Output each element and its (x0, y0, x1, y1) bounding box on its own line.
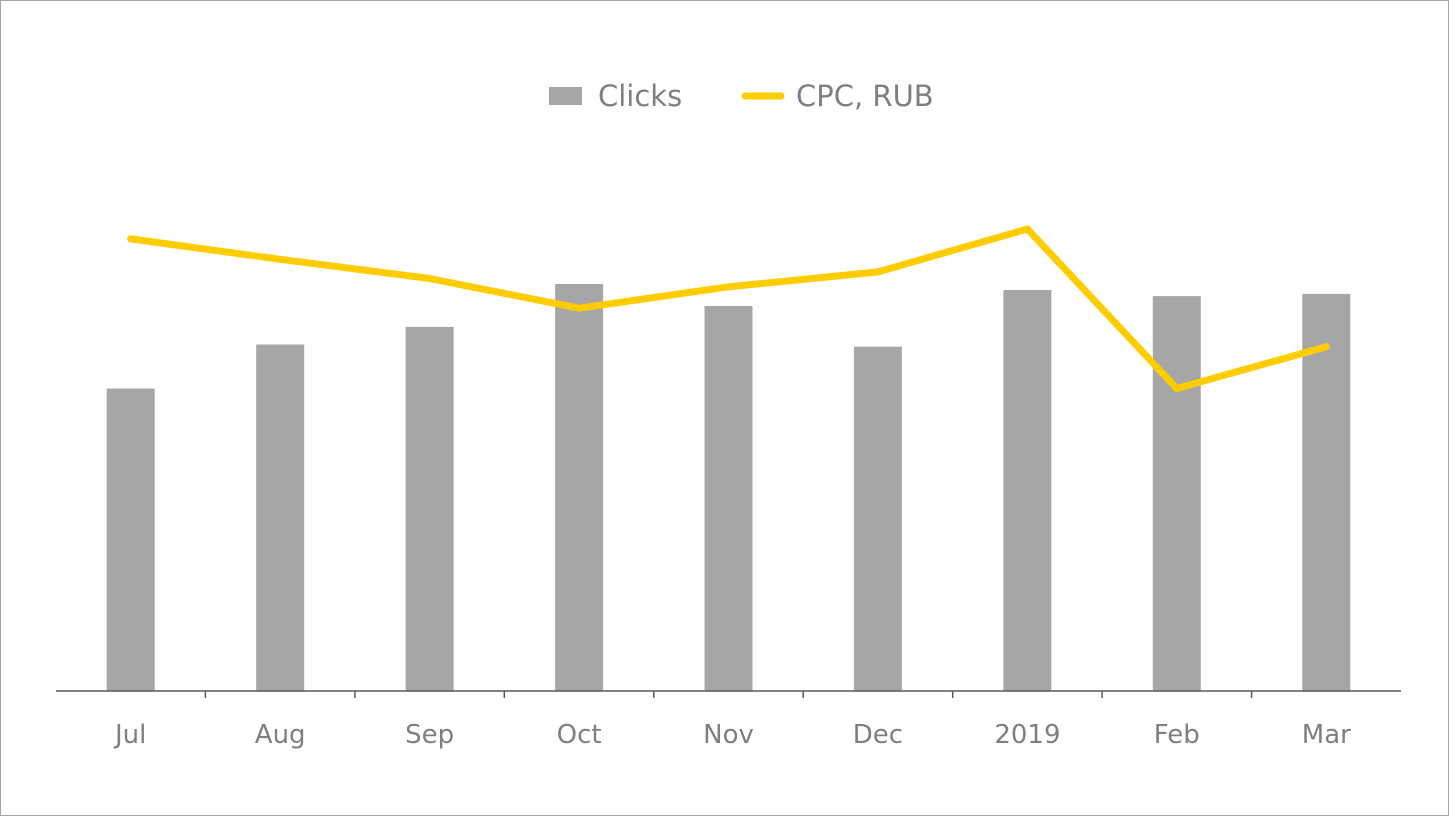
x-tick-label-Feb: Feb (1154, 720, 1200, 750)
bar-Nov (704, 306, 753, 691)
bar-Aug (256, 344, 305, 691)
bar-series-clicks (106, 284, 1351, 691)
x-tick-label-Jul: Jul (113, 720, 146, 750)
x-axis: Jul Aug Sep Oct Nov Dec 2019 Feb Mar (56, 690, 1401, 750)
bar-Dec (853, 346, 902, 691)
x-tick-label-Dec: Dec (853, 720, 903, 750)
legend: Clicks CPC, RUB (549, 79, 934, 113)
line-series-cpc (127, 225, 1330, 392)
x-tick-label-Mar: Mar (1302, 720, 1351, 750)
cpc-point-Dec (874, 268, 882, 276)
cpc-point-Sep (426, 275, 434, 282)
cpc-point-Mar (1322, 343, 1330, 351)
cpc-point-Aug (276, 255, 284, 263)
cpc-point-Jul (127, 235, 135, 243)
legend-swatch-clicks (549, 87, 582, 105)
x-tick-label-Sep: Sep (405, 720, 454, 750)
bar-Feb (1152, 296, 1201, 691)
bar-2019 (1003, 290, 1052, 691)
bar-Mar (1302, 293, 1351, 691)
x-tick-label-Oct: Oct (557, 720, 602, 750)
legend-label-clicks: Clicks (598, 79, 682, 113)
bar-Jul (106, 388, 155, 691)
cpc-point-2019 (1023, 225, 1031, 233)
x-tick-label-Aug: Aug (255, 720, 306, 750)
x-tick-label-2019: 2019 (994, 720, 1060, 750)
legend-label-cpc: CPC, RUB (796, 79, 934, 113)
x-tick-label-Nov: Nov (703, 720, 754, 750)
bar-Oct (555, 284, 604, 691)
cpc-point-Nov (725, 283, 732, 291)
cpc-point-Feb (1173, 385, 1181, 392)
bar-Sep (405, 326, 454, 691)
cpc-point-Oct (575, 304, 583, 312)
